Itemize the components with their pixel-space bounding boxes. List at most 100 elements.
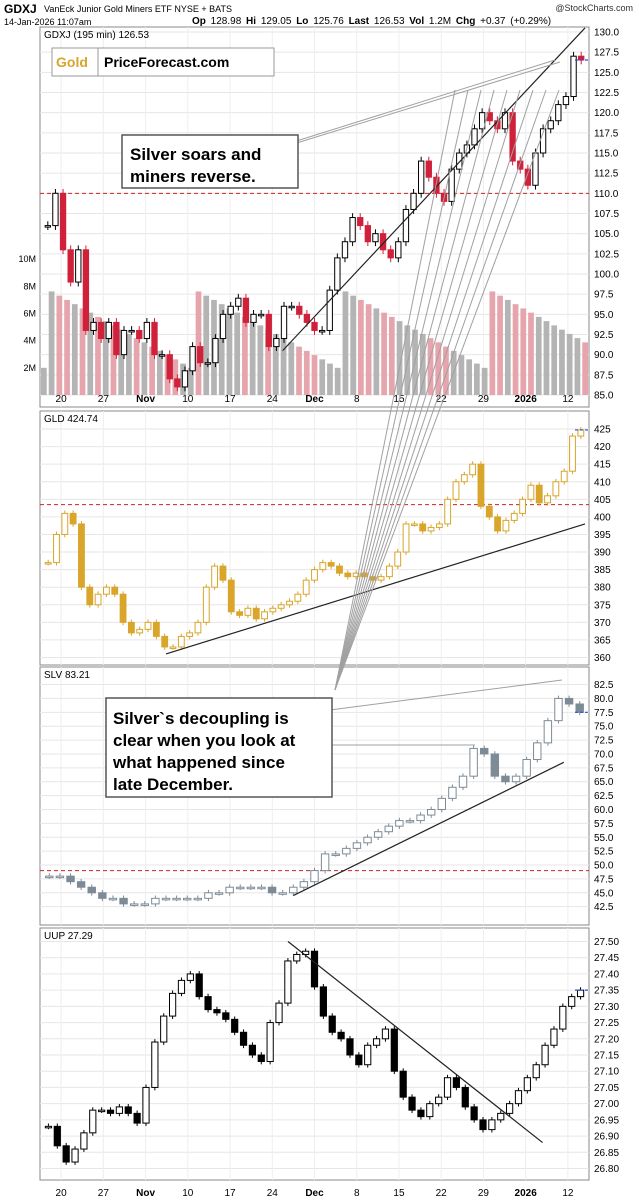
candle-body (280, 305, 288, 340)
trendline-1 (165, 523, 586, 655)
candle-body (181, 370, 189, 388)
x-tick-label-0-11: 2026 (515, 394, 538, 405)
logo-gold-box (51, 47, 99, 77)
volume-bar (280, 338, 287, 395)
candle-body (293, 953, 301, 962)
candle-body (357, 217, 364, 227)
candle-body (140, 903, 149, 906)
candle-body (219, 313, 227, 340)
candle-body (202, 586, 210, 623)
candle-body (405, 820, 415, 823)
candle-body (87, 886, 96, 894)
candle-body (477, 463, 485, 507)
volume-bar (41, 367, 47, 395)
candle-body (478, 112, 486, 130)
candle-body (75, 249, 82, 283)
volume-bar (110, 325, 117, 395)
candle-body (452, 481, 460, 500)
candle-body (284, 960, 292, 1004)
candle-body (128, 329, 135, 333)
volume-tick-label-2: 6M (23, 309, 36, 319)
candle-body (257, 886, 266, 890)
candle-body (143, 321, 151, 340)
y-tick-label-3-2: 27.40 (594, 969, 619, 980)
y-tick-label-2-0: 82.5 (594, 680, 614, 691)
note-box-2 (105, 697, 333, 798)
stat-op-label: Op (192, 16, 206, 27)
volume-bar (381, 312, 387, 395)
volume-bar (396, 321, 403, 395)
volume-bar (203, 295, 210, 395)
callout-line (334, 89, 456, 691)
volume-bar (334, 367, 341, 395)
candle-body (158, 354, 166, 357)
volume-bar (272, 333, 279, 395)
volume-bar (141, 342, 148, 395)
volume-bar (303, 350, 310, 395)
candle-body (364, 225, 372, 243)
x-tick-label-1-7: 8 (354, 1188, 360, 1199)
y-tick-label-1-2: 415 (594, 460, 611, 471)
candle-body (80, 1132, 88, 1150)
candle-body (562, 96, 570, 106)
ticker-symbol: GDXJ (4, 2, 37, 16)
x-tick-label-0-10: 29 (478, 394, 490, 405)
candle-body (364, 1044, 372, 1066)
candle-body (189, 346, 196, 372)
candle-body (479, 1119, 487, 1131)
y-tick-label-0-3: 122.5 (594, 88, 619, 99)
source-credit: @StockCharts.com (555, 3, 633, 13)
candle-body (289, 886, 298, 894)
candle-body (119, 897, 128, 905)
volume-bar (172, 359, 179, 395)
y-tick-label-3-14: 26.80 (594, 1164, 619, 1175)
candle-body (577, 429, 585, 437)
volume-bar (582, 342, 588, 395)
x-tick-label-0-0: 20 (56, 394, 68, 405)
x-tick-label-1-4: 17 (224, 1188, 236, 1199)
volume-bar (365, 304, 372, 395)
y-tick-label-1-12: 365 (594, 635, 611, 646)
y-tick-label-2-14: 47.5 (594, 874, 614, 885)
candle-body (136, 329, 143, 340)
volume-bar (427, 338, 434, 395)
candle-body (152, 621, 160, 637)
x-tick-label-0-5: 24 (267, 394, 279, 405)
volume-bar (79, 308, 86, 395)
y-tick-label-0-15: 92.5 (594, 330, 614, 341)
volume-bar (574, 338, 581, 395)
candle-body (302, 579, 310, 595)
legend-label-2: SLV 83.21 (44, 670, 90, 681)
x-tick-label-0-3: 10 (182, 394, 194, 405)
candle-body (532, 1064, 540, 1079)
candle-body (344, 572, 352, 578)
candle-body (310, 950, 319, 988)
y-tick-label-1-0: 425 (594, 425, 611, 436)
y-tick-label-2-16: 42.5 (594, 902, 614, 913)
candle-body (231, 1018, 239, 1033)
volume-tick-label-3: 4M (23, 336, 36, 346)
callout-line (289, 59, 556, 144)
note-2-line: clear when you look at (113, 731, 296, 750)
candle-body (214, 892, 224, 895)
volume-bar (404, 325, 411, 395)
y-tick-label-3-12: 26.90 (594, 1132, 619, 1143)
y-tick-label-0-9: 107.5 (594, 209, 619, 220)
volume-bar (535, 316, 542, 395)
candle-body (71, 1148, 79, 1163)
volume-bar (543, 321, 550, 395)
candle-body (349, 217, 356, 243)
candle-body (136, 628, 144, 634)
x-tick-label-1-0: 20 (56, 1188, 68, 1199)
y-tick-label-2-12: 52.5 (594, 847, 614, 858)
candle-body (568, 996, 576, 1007)
candle-body (533, 742, 542, 761)
y-tick-label-2-5: 70.0 (594, 749, 614, 760)
volume-bar (133, 338, 140, 395)
volume-bar (288, 342, 295, 395)
volume-bar (497, 295, 503, 395)
candle-body (575, 703, 584, 713)
candle-body (144, 621, 152, 630)
y-tick-label-1-1: 420 (594, 442, 611, 453)
